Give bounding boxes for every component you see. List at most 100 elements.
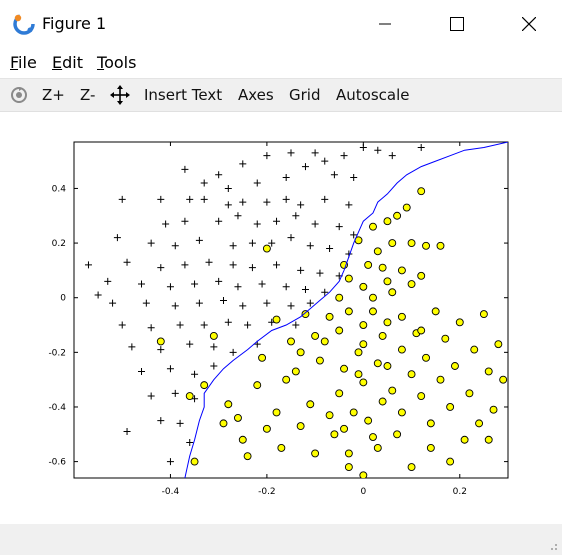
negative-point <box>359 321 368 329</box>
positive-point <box>263 299 271 307</box>
negative-point <box>383 318 392 327</box>
negative-point <box>354 348 363 357</box>
resize-grip-icon[interactable] <box>548 541 558 551</box>
negative-point <box>451 362 459 370</box>
positive-point <box>162 220 170 228</box>
grid-button[interactable]: Grid <box>289 86 321 104</box>
negative-point <box>475 419 484 428</box>
plot-frame <box>73 141 509 479</box>
positive-point <box>292 212 300 220</box>
negative-point <box>344 274 353 283</box>
negative-point <box>407 280 416 288</box>
y-tick-label: -0.6 <box>48 458 66 468</box>
negative-point <box>234 413 242 422</box>
negative-point <box>417 392 426 400</box>
negative-point <box>335 326 344 335</box>
negative-point <box>349 408 358 417</box>
negative-point <box>373 444 382 452</box>
y-tick-label: 0.4 <box>52 184 67 194</box>
positive-point <box>273 261 281 269</box>
positive-point <box>282 174 290 182</box>
minimize-button[interactable] <box>362 0 408 48</box>
negative-point <box>393 211 402 220</box>
negative-point <box>369 222 377 231</box>
positive-point <box>306 299 314 307</box>
y-tick-label: 0.2 <box>52 239 66 249</box>
figure-toolbar: Z+ Z- Insert Text Axes Grid Autoscale <box>0 78 562 112</box>
positive-point <box>263 198 271 206</box>
negative-point <box>407 239 416 248</box>
negative-point <box>397 312 406 321</box>
negative-point <box>407 370 416 379</box>
positive-point <box>224 184 232 192</box>
menu-bar: File Edit Tools <box>0 50 562 76</box>
zoom-in-button[interactable]: Z+ <box>42 86 65 104</box>
positive-point <box>239 302 247 310</box>
negative-point <box>378 397 387 406</box>
negative-point <box>344 449 353 458</box>
insert-text-button[interactable]: Insert Text <box>144 86 223 104</box>
negative-point <box>354 370 363 379</box>
negative-point <box>219 419 228 428</box>
positive-point <box>301 163 309 171</box>
window-title: Figure 1 <box>42 14 107 33</box>
negative-point <box>325 411 334 420</box>
positive-point <box>171 389 179 397</box>
negative-point <box>436 375 445 384</box>
positive-point <box>321 157 329 165</box>
scatter-plot[interactable]: -0.4 -0.2 0 0.2 0.4 0.2 0 -0.2 -0.4 -0.6 <box>0 112 562 524</box>
negative-point <box>262 424 271 433</box>
menu-edit[interactable]: Edit <box>52 53 83 72</box>
positive-point <box>84 261 92 269</box>
autoscale-button[interactable]: Autoscale <box>336 86 410 104</box>
positive-point <box>171 302 179 310</box>
pan-icon[interactable] <box>110 85 130 105</box>
positive-point <box>248 264 256 272</box>
positive-point <box>374 146 382 154</box>
menu-tools[interactable]: Tools <box>97 53 137 72</box>
zoom-out-button[interactable]: Z- <box>80 86 96 104</box>
positive-point <box>176 321 184 329</box>
positive-point <box>147 392 155 400</box>
positive-point <box>123 428 131 436</box>
negative-point <box>287 337 295 346</box>
negative-point <box>315 356 324 365</box>
negative-point <box>383 362 392 370</box>
negative-point <box>378 263 387 272</box>
positive-point <box>287 234 295 242</box>
positive-point <box>200 179 208 187</box>
positive-point <box>215 217 223 225</box>
y-tick-label: -0.4 <box>48 403 66 413</box>
positive-point <box>306 242 314 250</box>
maximize-button[interactable] <box>434 0 480 48</box>
negative-point <box>282 375 291 384</box>
negative-point <box>340 424 348 433</box>
rotate-icon[interactable] <box>10 86 28 104</box>
negative-point <box>335 293 344 302</box>
axes-button[interactable]: Axes <box>238 86 274 104</box>
close-button[interactable] <box>506 0 552 48</box>
negative-point <box>320 337 329 346</box>
positive-point <box>210 362 218 370</box>
negative-point <box>253 381 262 390</box>
positive-point <box>171 242 179 250</box>
menu-file[interactable]: File <box>10 53 37 72</box>
negative-point <box>272 315 281 324</box>
negative-point <box>301 310 310 319</box>
positive-point <box>311 220 319 228</box>
positive-point <box>234 283 242 291</box>
negative-point <box>388 239 397 248</box>
positive-point <box>335 223 343 231</box>
negative-point <box>397 408 406 417</box>
status-bar <box>0 524 562 555</box>
negative-point <box>258 353 267 362</box>
positive-point <box>215 277 223 285</box>
negative-point <box>325 312 334 321</box>
negative-point <box>383 217 392 226</box>
figure-canvas[interactable]: -0.4 -0.2 0 0.2 0.4 0.2 0 -0.2 -0.4 -0.6 <box>0 112 562 524</box>
positive-point <box>234 212 242 220</box>
positive-point <box>104 277 112 285</box>
negative-point <box>340 364 348 373</box>
negative-point <box>306 400 315 409</box>
